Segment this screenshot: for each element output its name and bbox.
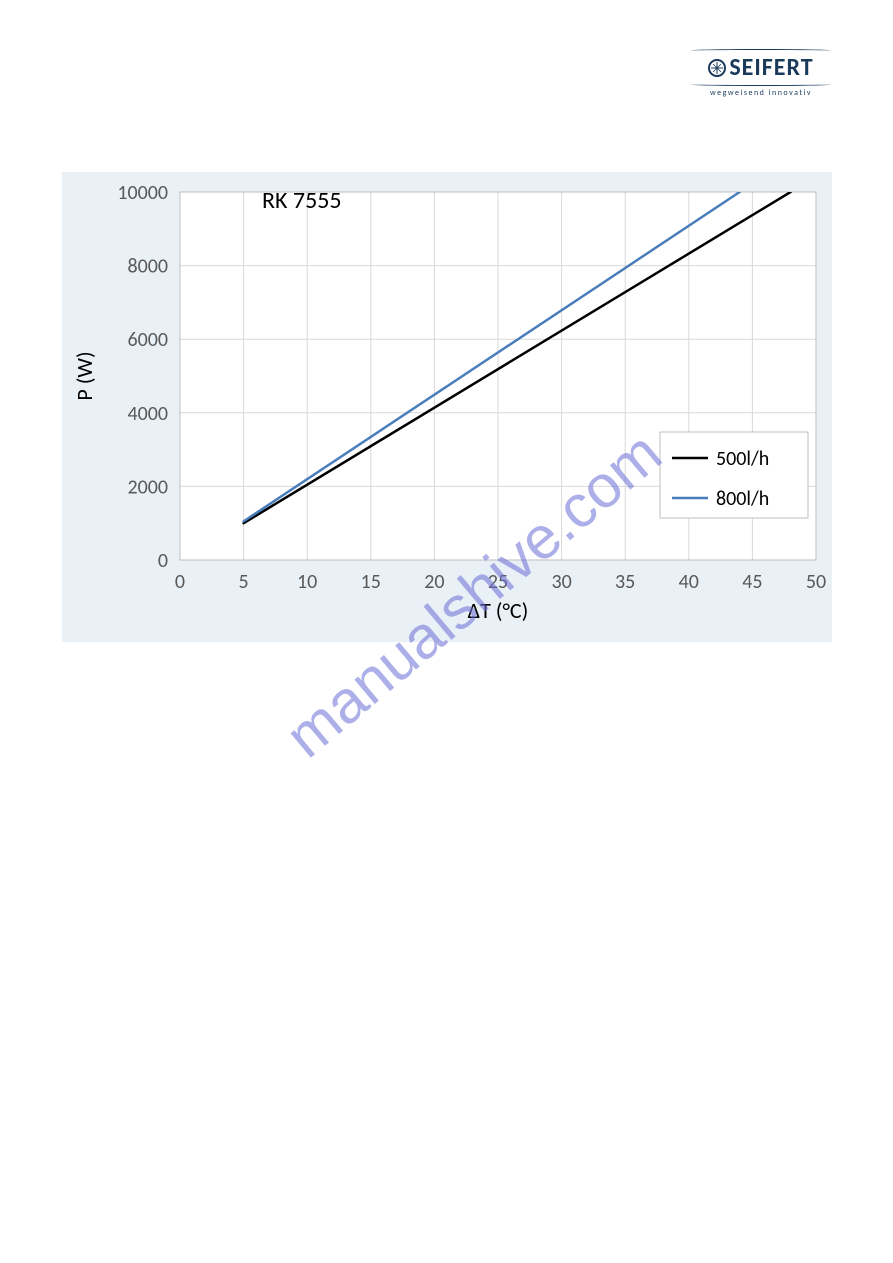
svg-text:20: 20 (424, 570, 444, 594)
svg-text:2000: 2000 (127, 475, 168, 499)
logo-arc-bottom (691, 83, 831, 86)
chart-container: 0 5 10 15 20 25 30 35 40 45 50 0 2000 4000 6000 8000 100… (62, 172, 832, 642)
svg-text:5: 5 (239, 570, 249, 594)
svg-text:25: 25 (488, 570, 508, 594)
svg-text:P (W): P (W) (71, 351, 98, 400)
svg-text:8000: 8000 (127, 255, 168, 279)
svg-text:800l/h: 800l/h (716, 487, 769, 511)
svg-text:500l/h: 500l/h (716, 447, 769, 471)
brand-logo: SEIFERT wegweisend innovativ (691, 48, 831, 98)
svg-text:35: 35 (615, 570, 635, 594)
svg-text:45: 45 (742, 570, 762, 594)
svg-text:ΔT (°C): ΔT (°C) (468, 597, 529, 624)
svg-text:6000: 6000 (127, 328, 168, 352)
logo-tagline: wegweisend innovativ (691, 88, 831, 98)
line-chart: 0 5 10 15 20 25 30 35 40 45 50 0 2000 4000 6000 8000 100… (62, 172, 832, 642)
svg-text:0: 0 (158, 549, 168, 573)
svg-text:40: 40 (679, 570, 699, 594)
svg-text:10: 10 (297, 570, 317, 594)
logo-main: SEIFERT (691, 53, 831, 82)
svg-text:RK 7555: RK 7555 (262, 186, 342, 215)
svg-text:4000: 4000 (127, 402, 168, 426)
svg-text:50: 50 (806, 570, 826, 594)
svg-text:15: 15 (361, 570, 381, 594)
globe-icon (708, 59, 726, 77)
logo-arc-top (691, 49, 831, 52)
svg-text:0: 0 (175, 570, 185, 594)
svg-text:10000: 10000 (117, 181, 168, 205)
svg-text:30: 30 (551, 570, 571, 594)
logo-text: SEIFERT (729, 53, 813, 82)
